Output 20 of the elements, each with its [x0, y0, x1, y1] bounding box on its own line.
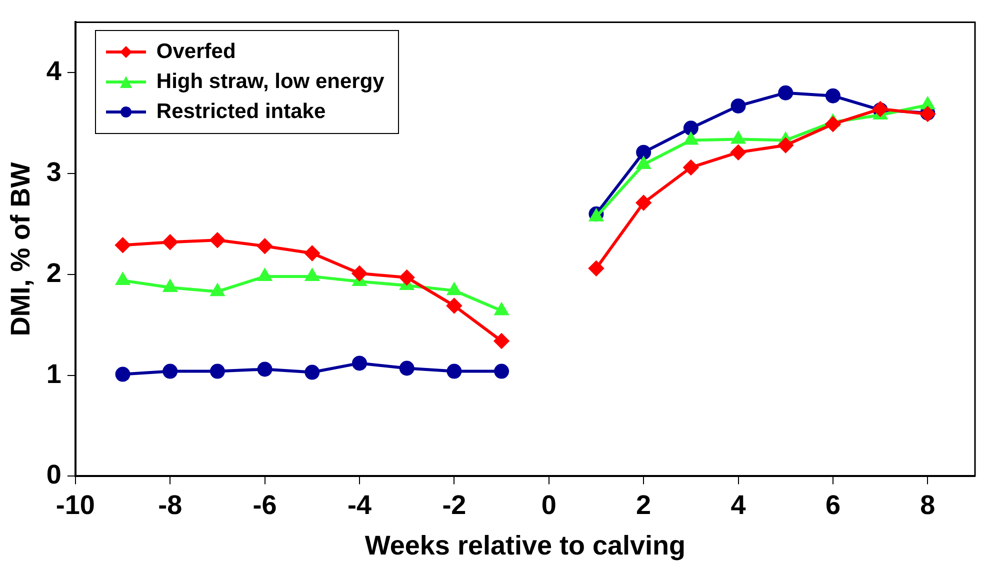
- legend-label: Restricted intake: [156, 100, 326, 124]
- x-tick-label: -8: [158, 490, 182, 520]
- x-tick-label: -4: [347, 490, 372, 520]
- x-tick-label: -10: [56, 490, 95, 520]
- x-tick-label: 2: [636, 490, 652, 520]
- legend-label: High straw, low energy: [156, 70, 384, 94]
- legend-label: Overfed: [156, 40, 236, 64]
- x-tick-label: 0: [541, 490, 556, 520]
- y-tick-label: 3: [46, 156, 62, 187]
- x-tick-label: -6: [252, 490, 277, 520]
- y-tick-label: 0: [46, 460, 62, 490]
- x-tick-label: 8: [920, 490, 936, 520]
- y-tick-label: 1: [46, 358, 62, 389]
- y-axis-title: DMI, % of BW: [6, 162, 36, 336]
- y-tick-label: 2: [46, 258, 62, 288]
- y-tick-label: 4: [46, 56, 62, 86]
- x-tick-label: -2: [442, 490, 466, 520]
- x-tick-label: 4: [730, 490, 746, 520]
- x-tick-label: 6: [825, 490, 840, 520]
- x-axis-title: Weeks relative to calving: [364, 530, 686, 560]
